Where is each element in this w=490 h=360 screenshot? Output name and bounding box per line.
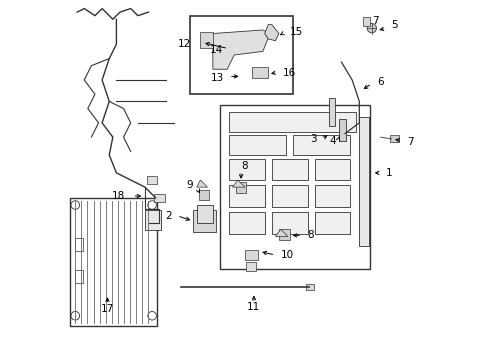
Bar bbox=[252, 67, 268, 78]
Bar bbox=[315, 158, 350, 180]
Circle shape bbox=[367, 23, 376, 33]
Bar bbox=[198, 190, 209, 200]
Bar bbox=[229, 158, 265, 180]
Text: 8: 8 bbox=[308, 230, 314, 240]
Bar bbox=[246, 262, 256, 271]
Text: 14: 14 bbox=[210, 45, 223, 55]
Bar bbox=[339, 119, 346, 141]
Circle shape bbox=[148, 201, 156, 209]
Text: 9: 9 bbox=[187, 180, 193, 190]
Bar bbox=[279, 229, 290, 240]
Bar bbox=[190, 16, 293, 94]
Text: 10: 10 bbox=[281, 250, 294, 260]
Bar bbox=[74, 270, 83, 283]
Bar bbox=[293, 135, 350, 155]
Text: 2: 2 bbox=[165, 211, 172, 221]
Bar bbox=[272, 158, 308, 180]
Bar bbox=[236, 182, 246, 193]
Polygon shape bbox=[275, 229, 288, 237]
Bar bbox=[147, 176, 157, 184]
Text: 5: 5 bbox=[392, 19, 398, 30]
Bar bbox=[74, 238, 83, 251]
Text: 16: 16 bbox=[283, 68, 296, 78]
Text: 1: 1 bbox=[386, 168, 392, 178]
Polygon shape bbox=[213, 30, 270, 69]
Text: 8: 8 bbox=[242, 161, 248, 171]
Bar bbox=[197, 205, 213, 223]
Text: 13: 13 bbox=[210, 73, 223, 83]
Polygon shape bbox=[197, 180, 207, 187]
Text: 17: 17 bbox=[101, 303, 114, 314]
Bar bbox=[229, 135, 286, 155]
Bar bbox=[272, 185, 308, 207]
Bar bbox=[229, 112, 356, 132]
Circle shape bbox=[148, 311, 156, 320]
Text: 15: 15 bbox=[290, 27, 303, 37]
Bar bbox=[200, 32, 213, 48]
Bar bbox=[315, 185, 350, 207]
Bar bbox=[329, 98, 335, 126]
Polygon shape bbox=[232, 180, 245, 187]
Text: 3: 3 bbox=[310, 134, 317, 144]
Text: 7: 7 bbox=[408, 138, 414, 148]
Text: 11: 11 bbox=[247, 302, 261, 312]
Text: 12: 12 bbox=[178, 39, 192, 49]
Bar bbox=[229, 212, 265, 234]
Bar bbox=[315, 212, 350, 234]
Bar bbox=[229, 185, 265, 207]
Bar bbox=[154, 194, 165, 202]
Bar bbox=[390, 135, 398, 143]
Circle shape bbox=[71, 201, 79, 209]
Bar bbox=[359, 117, 369, 246]
Bar bbox=[220, 105, 370, 269]
Text: 4: 4 bbox=[329, 136, 336, 146]
Bar bbox=[272, 212, 308, 234]
Text: 18: 18 bbox=[112, 191, 125, 201]
Polygon shape bbox=[265, 24, 279, 41]
Bar bbox=[363, 18, 370, 26]
Bar bbox=[145, 210, 161, 230]
Bar bbox=[245, 249, 258, 260]
Circle shape bbox=[71, 311, 79, 320]
Text: 7: 7 bbox=[372, 16, 378, 26]
Bar bbox=[306, 284, 314, 290]
Bar bbox=[193, 210, 217, 232]
Bar bbox=[70, 198, 157, 327]
Text: 6: 6 bbox=[377, 77, 384, 87]
